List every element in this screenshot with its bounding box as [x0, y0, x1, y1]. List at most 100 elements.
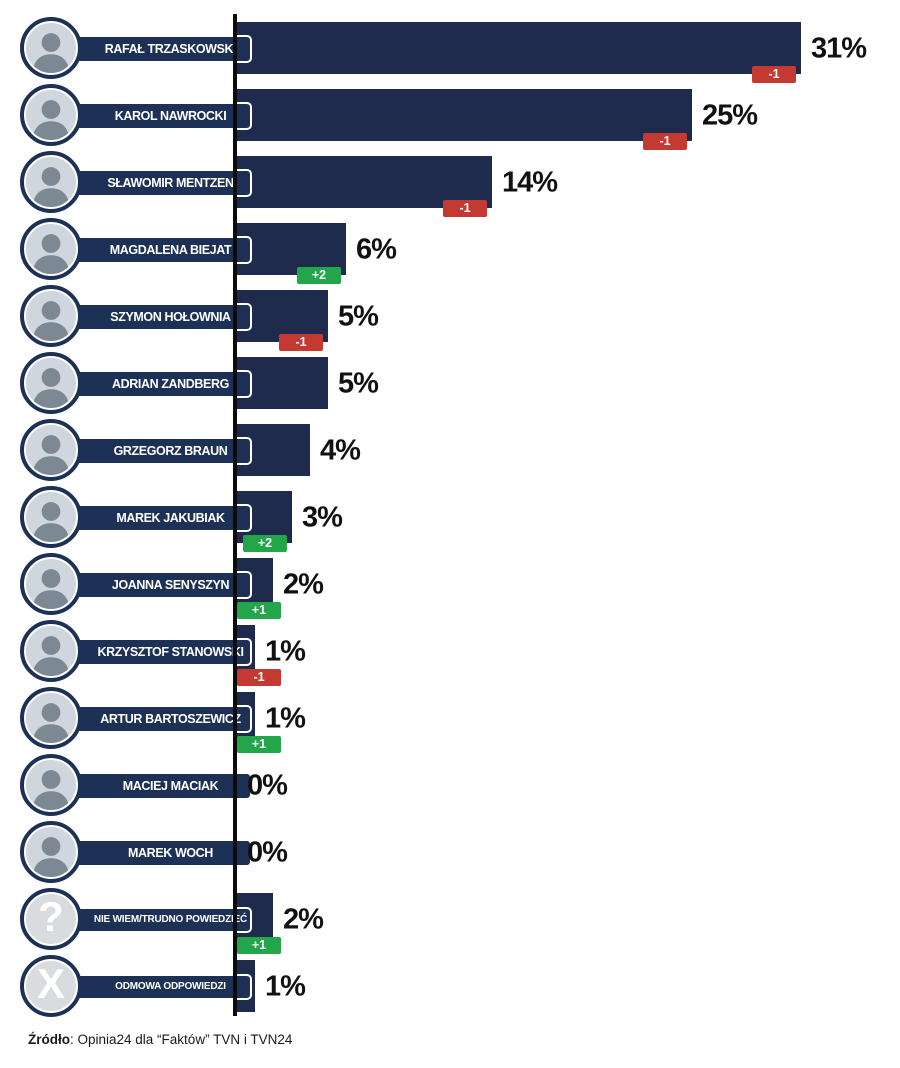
- change-badge: -1: [752, 66, 796, 83]
- value-label: 25%: [702, 99, 758, 131]
- candidate-photo: [26, 157, 76, 207]
- avatar: [20, 486, 82, 548]
- candidate-name-label: MACIEJ MACIAK: [55, 771, 252, 800]
- candidate-photo: [26, 425, 76, 475]
- value-label: 1%: [265, 635, 306, 667]
- value-label: 31%: [811, 32, 867, 64]
- candidate-photo: [26, 358, 76, 408]
- candidate-name: MAREK JAKUBIAK: [116, 510, 225, 525]
- change-badge: +2: [243, 535, 287, 552]
- candidate-name-label: SZYMON HOŁOWNIA: [55, 302, 252, 331]
- result-bar: [237, 22, 801, 74]
- candidate-photo: [26, 626, 76, 676]
- value-label: 5%: [338, 367, 379, 399]
- result-bar: [237, 156, 492, 208]
- value-label: 0%: [247, 836, 288, 868]
- candidate-name-label: ARTUR BARTOSZEWICZ: [55, 704, 252, 733]
- candidate-photo: [26, 492, 76, 542]
- avatar: [20, 687, 82, 749]
- candidate-name: MAGDALENA BIEJAT: [109, 242, 232, 257]
- change-badge: -1: [279, 334, 323, 351]
- candidate-name: ADRIAN ZANDBERG: [112, 376, 229, 391]
- candidate-name-label: RAFAŁ TRZASKOWSKI: [55, 34, 252, 63]
- candidate-row: MACIEJ MACIAK 0%: [0, 752, 900, 819]
- candidate-row: ARTUR BARTOSZEWICZ 1% +1: [0, 685, 900, 753]
- candidate-row: ADRIAN ZANDBERG 5%: [0, 350, 900, 417]
- avatar: [20, 352, 82, 414]
- source-label: Źródło: [28, 1032, 70, 1047]
- candidate-row: KAROL NAWROCKI 25% -1: [0, 82, 900, 150]
- value-label: 4%: [320, 434, 361, 466]
- avatar: [20, 419, 82, 481]
- change-badge: +1: [237, 736, 281, 753]
- avatar: [20, 17, 82, 79]
- candidate-row: JOANNA SENYSZYN 2% +1: [0, 551, 900, 619]
- avatar: ?: [20, 888, 82, 950]
- source-note: Źródło: Opinia24 dla “Faktów” TVN i TVN2…: [28, 1032, 292, 1047]
- candidate-name-label: GRZEGORZ BRAUN: [55, 436, 252, 465]
- candidate-name-label: NIE WIEM/TRUDNO POWIEDZIEĆ: [55, 906, 252, 933]
- result-bar: [237, 357, 328, 409]
- candidate-name-label: MAGDALENA BIEJAT: [55, 235, 252, 264]
- avatar: [20, 151, 82, 213]
- candidate-name: MAREK WOCH: [128, 845, 213, 860]
- question-mark-icon: ?: [38, 894, 64, 940]
- source-text: : Opinia24 dla “Faktów” TVN i TVN24: [70, 1032, 293, 1047]
- candidate-photo: [26, 559, 76, 609]
- result-bar: [237, 223, 346, 275]
- axis-line: [233, 14, 237, 1016]
- candidate-photo: [26, 827, 76, 877]
- candidate-photo: [26, 90, 76, 140]
- candidate-row: ? NIE WIEM/TRUDNO POWIEDZIEĆ 2% +1: [0, 886, 900, 954]
- candidate-name: MACIEJ MACIAK: [122, 778, 219, 793]
- avatar: [20, 620, 82, 682]
- value-label: 3%: [302, 501, 343, 533]
- candidate-name: ODMOWA ODPOWIEDZI: [115, 981, 226, 992]
- value-label: 0%: [247, 769, 288, 801]
- candidate-name-label: ADRIAN ZANDBERG: [55, 369, 252, 398]
- avatar: [20, 754, 82, 816]
- avatar-image: X: [26, 961, 76, 1011]
- candidate-row: MAGDALENA BIEJAT 6% +2: [0, 216, 900, 284]
- change-badge: +2: [297, 267, 341, 284]
- value-label: 1%: [265, 970, 306, 1002]
- candidate-name: KAROL NAWROCKI: [114, 108, 227, 123]
- candidate-name-label: SŁAWOMIR MENTZEN: [55, 168, 252, 197]
- value-label: 14%: [502, 166, 558, 198]
- avatar: [20, 84, 82, 146]
- candidate-name-label: KAROL NAWROCKI: [55, 101, 252, 130]
- value-label: 2%: [283, 568, 324, 600]
- candidate-row: RAFAŁ TRZASKOWSKI 31% -1: [0, 15, 900, 83]
- candidate-photo: [26, 291, 76, 341]
- avatar-image: ?: [26, 894, 76, 944]
- result-bar: [237, 89, 692, 141]
- candidate-row: KRZYSZTOF STANOWSKI 1% -1: [0, 618, 900, 686]
- candidate-row: MAREK WOCH 0%: [0, 819, 900, 886]
- candidate-row: GRZEGORZ BRAUN 4%: [0, 417, 900, 484]
- x-icon: X: [36, 961, 65, 1007]
- avatar: [20, 821, 82, 883]
- candidate-name: SŁAWOMIR MENTZEN: [107, 175, 234, 190]
- candidate-name: JOANNA SENYSZYN: [111, 577, 230, 592]
- avatar: [20, 285, 82, 347]
- candidate-name: KRZYSZTOF STANOWSKI: [97, 644, 244, 659]
- candidate-row: MAREK JAKUBIAK 3% +2: [0, 484, 900, 552]
- candidate-name-label: MAREK JAKUBIAK: [55, 503, 252, 532]
- candidate-name: RAFAŁ TRZASKOWSKI: [104, 41, 237, 56]
- candidate-photo: [26, 760, 76, 810]
- candidate-row: X ODMOWA ODPOWIEDZI 1%: [0, 953, 900, 1020]
- candidate-name: NIE WIEM/TRUDNO POWIEDZIEĆ: [93, 914, 248, 925]
- candidate-row: SŁAWOMIR MENTZEN 14% -1: [0, 149, 900, 217]
- change-badge: +1: [237, 602, 281, 619]
- candidate-name: GRZEGORZ BRAUN: [113, 443, 228, 458]
- candidate-name-label: JOANNA SENYSZYN: [55, 570, 252, 599]
- avatar: [20, 553, 82, 615]
- candidate-photo: [26, 693, 76, 743]
- candidate-name-label: MAREK WOCH: [55, 838, 252, 867]
- candidate-rows: RAFAŁ TRZASKOWSKI 31% -1 KAROL NAWROCKI …: [0, 15, 900, 1020]
- value-label: 1%: [265, 702, 306, 734]
- candidate-photo: [26, 224, 76, 274]
- candidate-name: ARTUR BARTOSZEWICZ: [100, 711, 241, 726]
- result-bar: [237, 290, 328, 342]
